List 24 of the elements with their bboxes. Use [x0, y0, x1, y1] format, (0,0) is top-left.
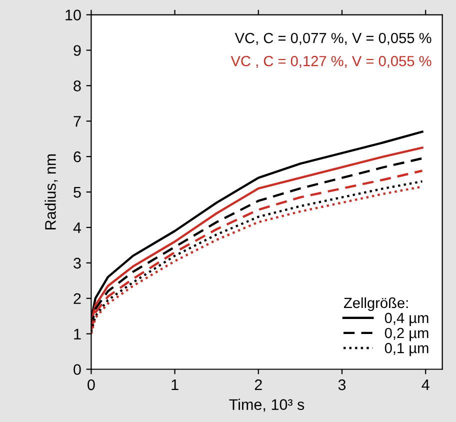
x-tick-label: 0: [88, 379, 95, 390]
x-axis-title: Time, 10³ s: [229, 398, 304, 412]
y-tick-label: 8: [74, 80, 81, 92]
y-axis-title: Radius, nm: [44, 154, 58, 230]
annotation: VC , C = 0,127 %, V = 0,055 %: [230, 56, 432, 68]
x-tick-label: 4: [422, 380, 430, 390]
y-tick-label: 3: [74, 258, 81, 269]
legend-label: 0,1 µm: [384, 342, 428, 356]
x-tick-label: 2: [254, 379, 262, 390]
x-tick-label: 1: [172, 380, 178, 390]
y-tick-label: 4: [73, 222, 82, 233]
legend-title: Zellgröße:: [344, 297, 408, 311]
y-tick-label: 1: [74, 328, 81, 340]
y-tick-label: 2: [74, 293, 81, 304]
y-tick-label: 7: [74, 116, 81, 127]
y-tick-label: 10: [66, 10, 81, 20]
x-tick-label: 3: [338, 379, 346, 390]
y-tick-label: 0: [74, 364, 81, 375]
y-tick-label: 9: [74, 45, 81, 56]
y-tick-label: 5: [74, 187, 81, 198]
legend-label: 0,4 µm: [384, 312, 428, 326]
legend-label: 0,2 µm: [384, 328, 428, 342]
y-tick-label: 6: [74, 151, 81, 162]
annotation: VC, C = 0,077 %, V = 0,055 %: [234, 32, 432, 45]
